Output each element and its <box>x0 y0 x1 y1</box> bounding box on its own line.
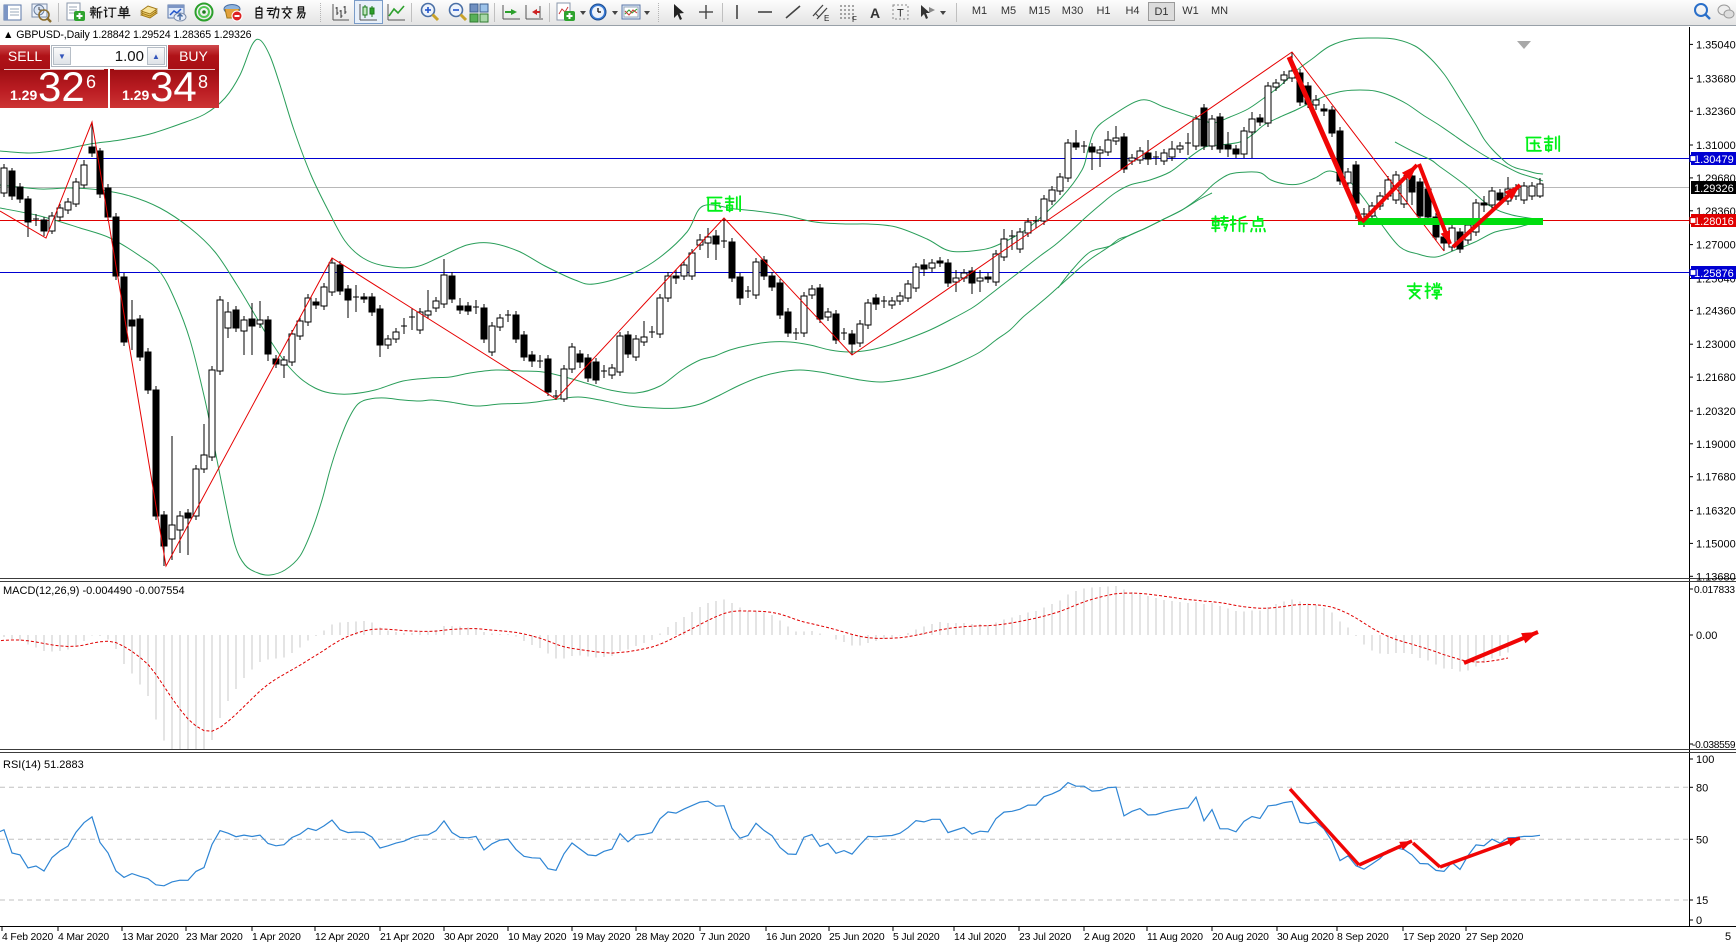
svg-text:25 Jun 2020: 25 Jun 2020 <box>829 932 885 943</box>
svg-text:11 Aug 2020: 11 Aug 2020 <box>1147 932 1203 943</box>
svg-text:1.30479: 1.30479 <box>1694 154 1734 166</box>
svg-text:28 May 2020: 28 May 2020 <box>636 932 695 943</box>
svg-text:50: 50 <box>1696 834 1708 846</box>
svg-text:2 Aug 2020: 2 Aug 2020 <box>1084 932 1135 943</box>
svg-text:1.13680: 1.13680 <box>1696 571 1736 583</box>
svg-text:19 May 2020: 19 May 2020 <box>572 932 631 943</box>
svg-text:13 Mar 2020: 13 Mar 2020 <box>122 932 179 943</box>
svg-text:0.017833: 0.017833 <box>1694 585 1735 596</box>
svg-text:8 Sep 2020: 8 Sep 2020 <box>1337 932 1389 943</box>
svg-text:1.24360: 1.24360 <box>1696 305 1736 317</box>
svg-text:1.32360: 1.32360 <box>1696 106 1736 118</box>
svg-text:0: 0 <box>1696 915 1702 927</box>
svg-text:80: 80 <box>1696 782 1708 794</box>
svg-text:15: 15 <box>1696 895 1708 907</box>
svg-text:23 Mar 2020: 23 Mar 2020 <box>186 932 243 943</box>
svg-text:5 Jul 2020: 5 Jul 2020 <box>893 932 940 943</box>
svg-text:21 Apr 2020: 21 Apr 2020 <box>380 932 435 943</box>
svg-text:16 Jun 2020: 16 Jun 2020 <box>766 932 822 943</box>
svg-text:1.17680: 1.17680 <box>1696 472 1736 484</box>
svg-text:F: F <box>852 15 857 24</box>
svg-text:T: T <box>897 8 904 20</box>
svg-text:1.15000: 1.15000 <box>1696 538 1736 550</box>
svg-text:7 Jun 2020: 7 Jun 2020 <box>700 932 750 943</box>
svg-text:30 Apr 2020: 30 Apr 2020 <box>444 932 499 943</box>
svg-text:17 Sep 2020: 17 Sep 2020 <box>1403 932 1461 943</box>
svg-text:1.20320: 1.20320 <box>1696 406 1736 418</box>
svg-text:1.28016: 1.28016 <box>1694 216 1734 228</box>
svg-text:RSI(14) 51.2883: RSI(14) 51.2883 <box>3 759 84 771</box>
svg-text:▲ GBPUSD-,Daily 1.28842 1.29: ▲ GBPUSD-,Daily 1.28842 1.29524 1.28365 … <box>3 29 252 41</box>
svg-text:27 Sep 2020: 27 Sep 2020 <box>1466 932 1524 943</box>
svg-text:1.31000: 1.31000 <box>1696 140 1736 152</box>
svg-text:1.25876: 1.25876 <box>1694 268 1734 280</box>
svg-text:100: 100 <box>1696 754 1714 766</box>
svg-text:MACD(12,26,9) -0.004490 -0.007: MACD(12,26,9) -0.004490 -0.007554 <box>3 585 185 597</box>
svg-text:4 Feb 2020: 4 Feb 2020 <box>2 932 53 943</box>
svg-text:4 Mar 2020: 4 Mar 2020 <box>58 932 109 943</box>
svg-text:E: E <box>824 14 829 23</box>
svg-text:1.33680: 1.33680 <box>1696 73 1736 85</box>
svg-text:-0.038559: -0.038559 <box>1692 740 1736 751</box>
svg-text:1.16320: 1.16320 <box>1696 506 1736 518</box>
svg-text:30 Aug 2020: 30 Aug 2020 <box>1277 932 1334 943</box>
svg-text:A: A <box>870 5 880 21</box>
svg-text:1.27000: 1.27000 <box>1696 240 1736 252</box>
svg-text:1.19000: 1.19000 <box>1696 439 1736 451</box>
svg-text:5: 5 <box>1725 931 1731 943</box>
svg-text:14 Jul 2020: 14 Jul 2020 <box>954 932 1006 943</box>
svg-text:20 Aug 2020: 20 Aug 2020 <box>1212 932 1269 943</box>
svg-text:0.00: 0.00 <box>1696 630 1717 642</box>
svg-text:1.23000: 1.23000 <box>1696 339 1736 351</box>
svg-text:12 Apr 2020: 12 Apr 2020 <box>315 932 370 943</box>
svg-text:10 May 2020: 10 May 2020 <box>508 932 567 943</box>
svg-text:1.35040: 1.35040 <box>1696 39 1736 51</box>
svg-text:1.29326: 1.29326 <box>1694 183 1734 195</box>
svg-text:1.21680: 1.21680 <box>1696 372 1736 384</box>
svg-text:1 Apr 2020: 1 Apr 2020 <box>252 932 301 943</box>
svg-text:23 Jul 2020: 23 Jul 2020 <box>1019 932 1071 943</box>
